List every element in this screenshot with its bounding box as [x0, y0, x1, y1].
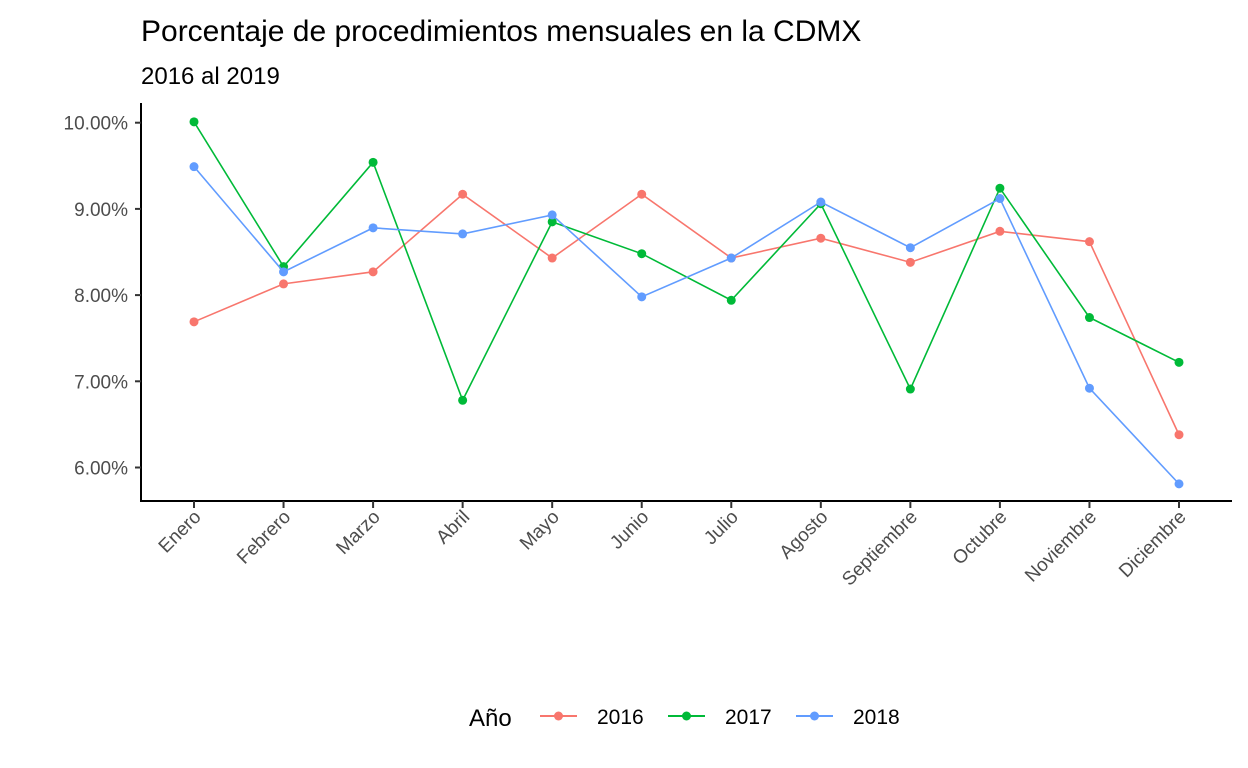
- x-tick-label: Junio: [606, 507, 653, 554]
- x-tick-label: Marzo: [332, 507, 384, 559]
- axes: [140, 103, 1232, 502]
- data-point: [279, 267, 289, 277]
- y-tick-label: 10.00%: [64, 114, 129, 135]
- series-layer: [189, 117, 1184, 489]
- x-tick-label: Febrero: [233, 507, 295, 569]
- legend-item-2018: 2018: [796, 706, 900, 729]
- data-point: [1084, 237, 1094, 247]
- series-2017: [189, 117, 1184, 405]
- data-point: [368, 223, 378, 233]
- data-point: [637, 292, 647, 302]
- y-tick-label: 6.00%: [74, 459, 128, 480]
- x-tick-label: Diciembre: [1115, 507, 1190, 582]
- data-point: [905, 257, 915, 267]
- data-point: [279, 279, 289, 289]
- chart-subtitle: 2016 al 2019: [141, 63, 280, 90]
- x-tick-label: Enero: [155, 507, 206, 558]
- data-point: [189, 117, 199, 127]
- data-point: [189, 317, 199, 327]
- x-ticks: Enero Febrero Marzo Abril Mayo Junio Julio Agos…: [155, 501, 1191, 590]
- data-point: [816, 233, 826, 243]
- data-point: [637, 249, 647, 259]
- y-ticks: 6.00% 7.00% 8.00% 9.00% 10.00%: [64, 114, 141, 480]
- data-point: [458, 229, 468, 239]
- y-tick-label: 9.00%: [74, 200, 128, 221]
- data-point: [1174, 479, 1184, 489]
- data-point: [726, 253, 736, 263]
- chart-title: Porcentaje de procedimientos mensuales e…: [141, 15, 861, 48]
- x-tick-label: Agosto: [776, 507, 833, 564]
- legend-label: 2017: [725, 706, 772, 729]
- legend-key-point: [810, 711, 819, 721]
- series-line: [193, 193, 1180, 436]
- y-tick-label: 8.00%: [74, 286, 128, 307]
- data-point: [1084, 313, 1094, 323]
- x-tick-label: Mayo: [516, 507, 564, 555]
- legend-label: 2018: [853, 706, 900, 729]
- series-2016: [189, 189, 1184, 440]
- legend-title: Año: [469, 705, 512, 732]
- series-2018: [189, 162, 1184, 489]
- data-point: [995, 194, 1005, 204]
- y-tick-label: 7.00%: [74, 372, 128, 393]
- x-tick-label: Noviembre: [1021, 507, 1101, 587]
- data-point: [547, 217, 557, 227]
- data-point: [458, 395, 468, 405]
- x-tick-label: Septiembre: [838, 507, 922, 591]
- data-point: [995, 226, 1005, 236]
- data-point: [1084, 383, 1094, 393]
- data-point: [905, 243, 915, 253]
- data-point: [637, 189, 647, 199]
- data-point: [458, 189, 468, 199]
- series-line: [193, 166, 1180, 485]
- legend-item-2017: 2017: [668, 706, 772, 729]
- data-point: [547, 253, 557, 263]
- data-point: [726, 295, 736, 305]
- data-point: [547, 210, 557, 220]
- x-tick-label: Julio: [700, 507, 742, 549]
- legend-label: 2016: [597, 706, 644, 729]
- legend-item-2016: 2016: [540, 706, 644, 729]
- data-point: [189, 162, 199, 172]
- data-point: [995, 183, 1005, 193]
- legend-key-point: [682, 711, 691, 721]
- data-point: [1174, 430, 1184, 440]
- series-line: [193, 121, 1180, 403]
- x-tick-label: Abril: [432, 507, 474, 549]
- legend-key-point: [554, 711, 563, 721]
- data-point: [368, 157, 378, 167]
- legend: Año 2016 2017 2018: [469, 705, 900, 732]
- data-point: [1174, 357, 1184, 367]
- data-point: [816, 197, 826, 207]
- data-point: [905, 384, 915, 394]
- data-point: [368, 267, 378, 277]
- x-tick-label: Octubre: [949, 507, 1012, 570]
